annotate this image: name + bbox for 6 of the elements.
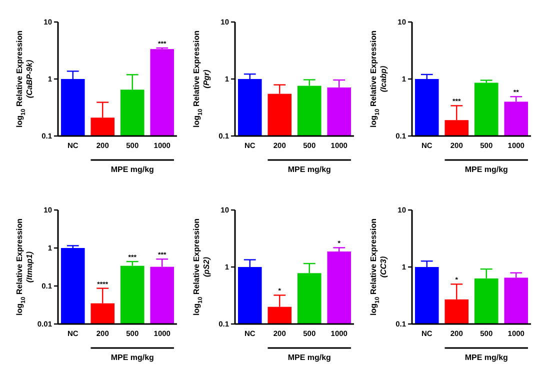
x-axis-title: MPE mg/kg (110, 353, 154, 362)
x-axis-title: MPE mg/kg (464, 165, 508, 174)
x-axis-title: MPE mg/kg (288, 353, 332, 362)
x-axis-title: MPE mg/kg (110, 165, 154, 174)
x-axis-title: MPE mg/kg (288, 165, 332, 174)
x-axis-title: MPE mg/kg (464, 353, 508, 362)
